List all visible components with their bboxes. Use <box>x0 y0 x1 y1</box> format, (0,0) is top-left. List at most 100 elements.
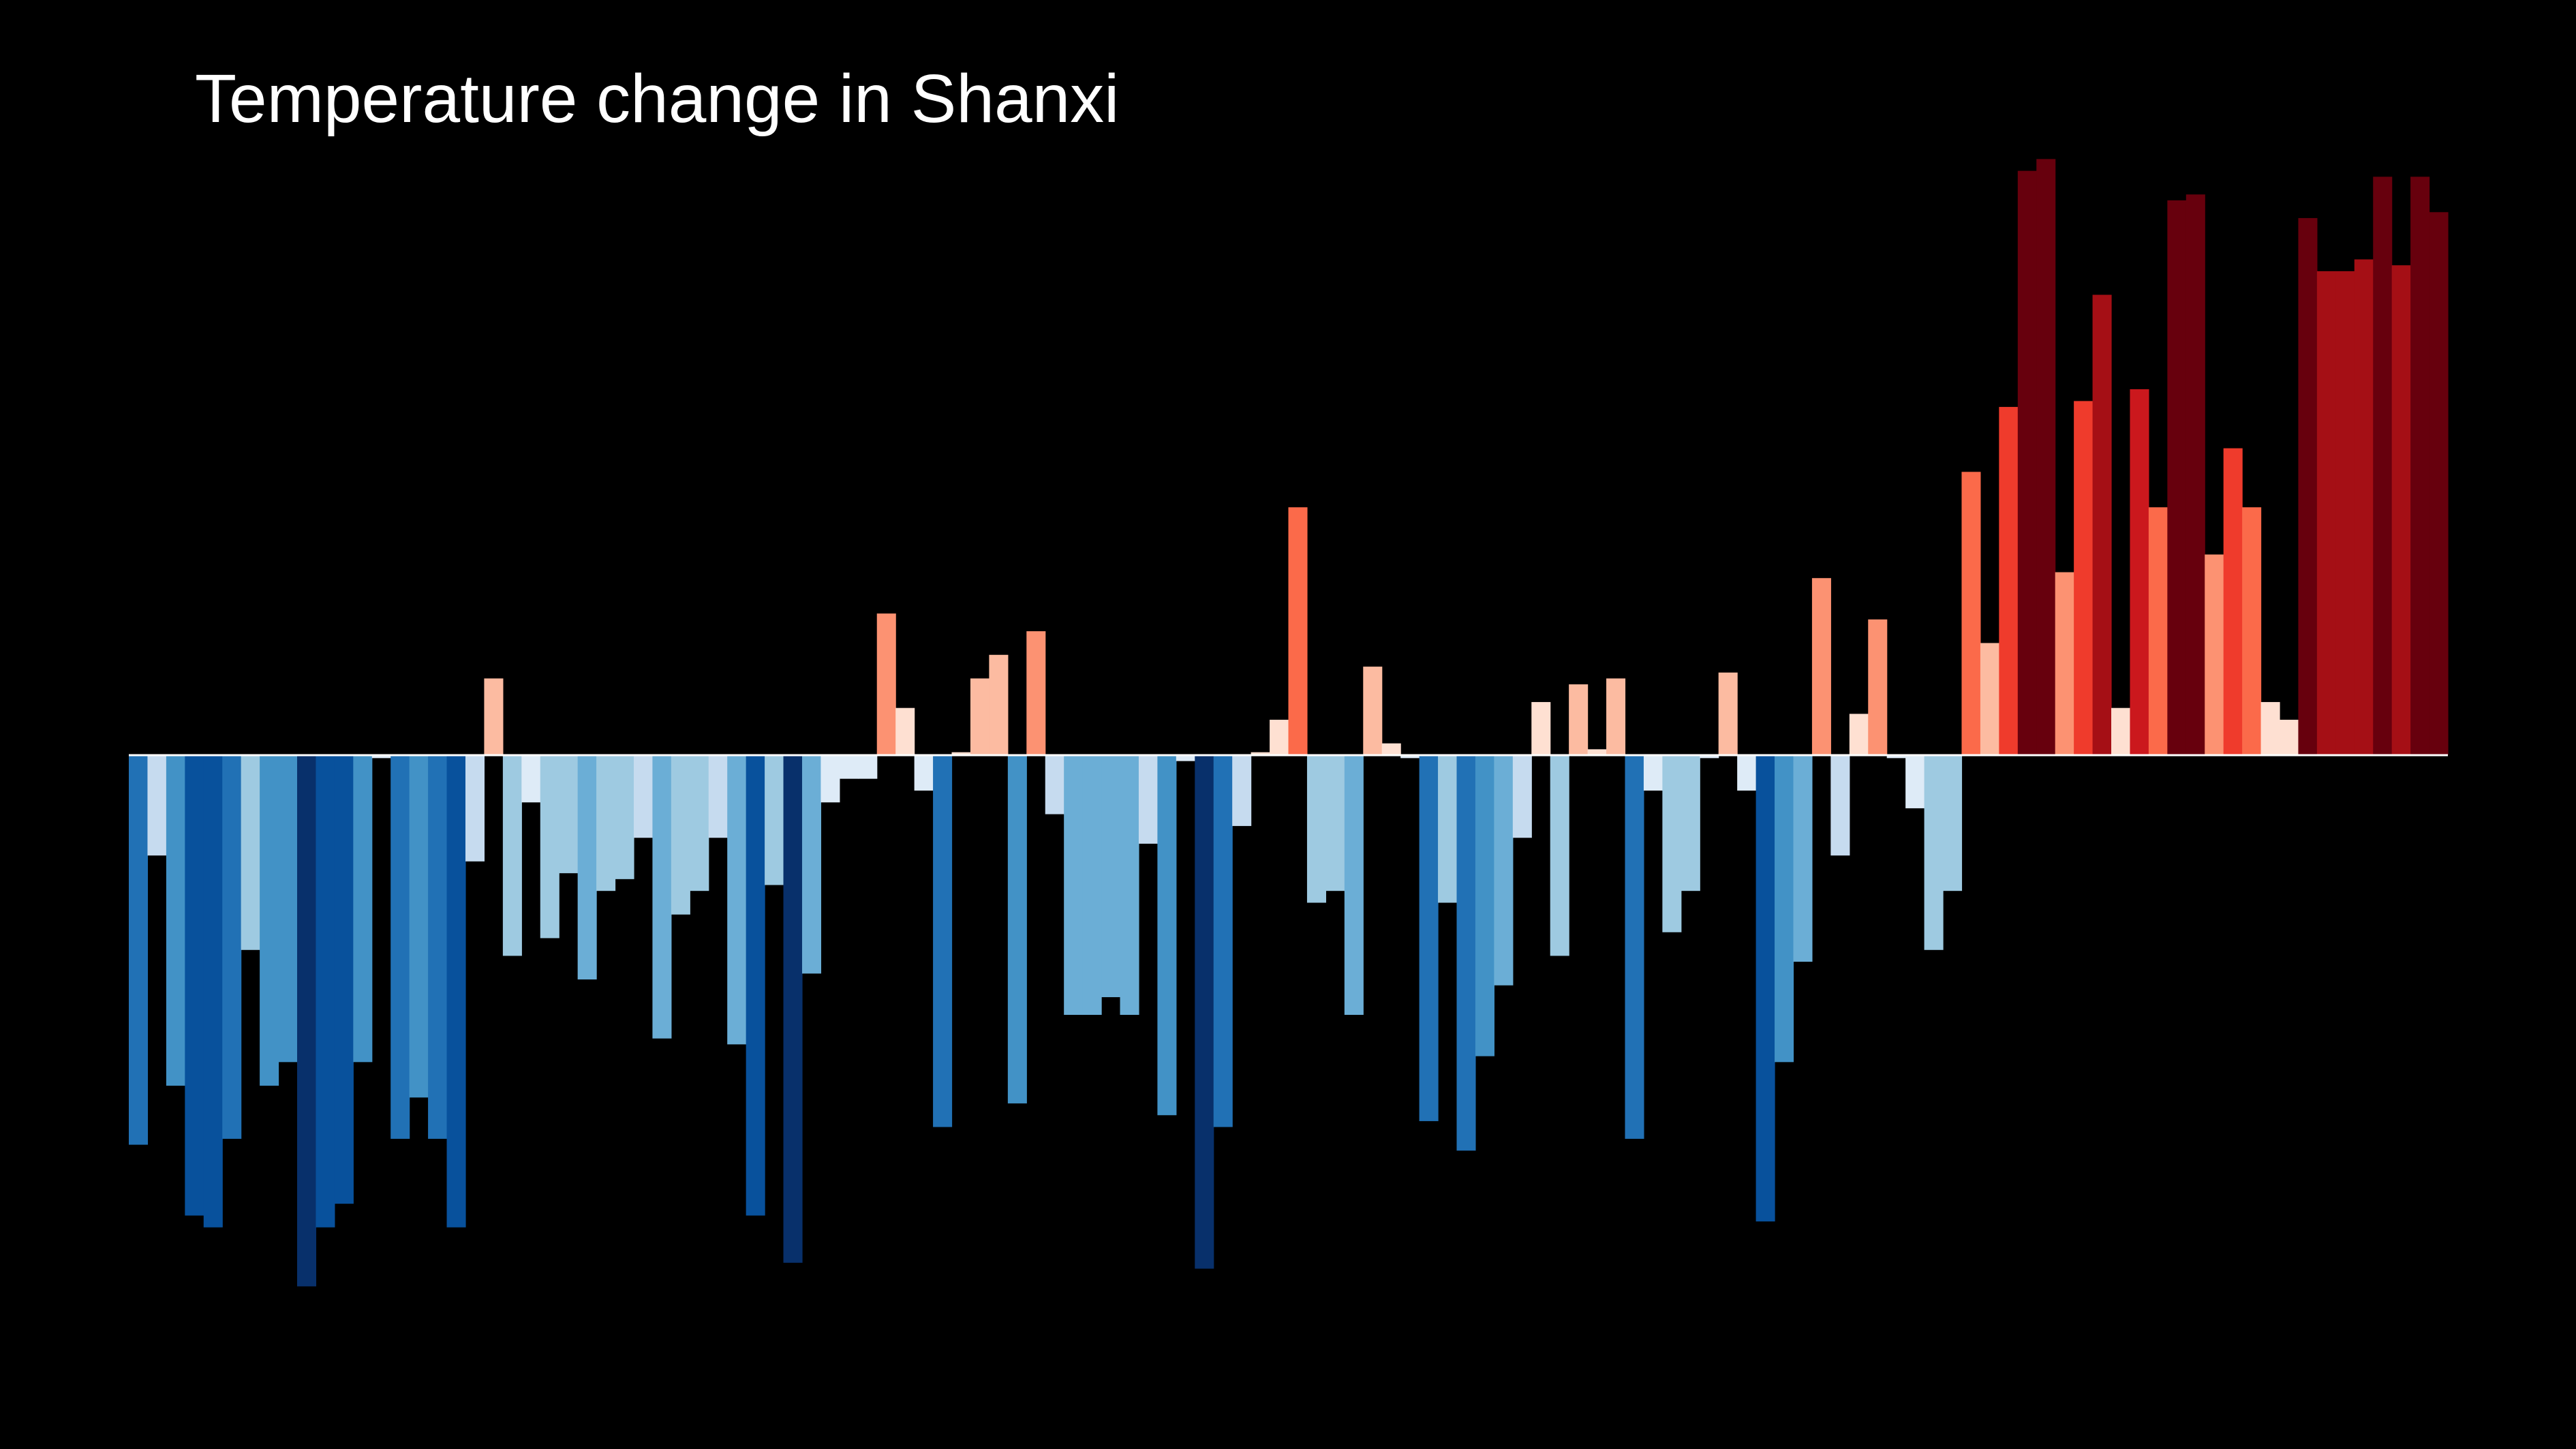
bar <box>409 755 429 1098</box>
bar <box>2092 294 2112 755</box>
bar <box>1662 755 1682 932</box>
bar <box>1064 755 1084 1016</box>
bar <box>1961 472 1981 755</box>
bar <box>2242 507 2262 755</box>
bar-group <box>129 159 2449 1287</box>
bar <box>278 755 298 1063</box>
bar <box>1288 507 1308 755</box>
bar <box>540 755 559 939</box>
bar <box>596 755 616 891</box>
bar <box>316 755 335 1227</box>
bar <box>801 755 822 974</box>
bar <box>783 755 803 1263</box>
bar <box>1905 755 1925 808</box>
bar <box>1587 749 1607 755</box>
bar <box>1213 755 1233 1127</box>
bar <box>652 755 672 1039</box>
bar <box>1999 407 2019 755</box>
bar <box>2298 217 2318 755</box>
bar <box>2111 707 2131 755</box>
bar <box>1363 667 1383 755</box>
bar <box>1419 755 1439 1121</box>
bar <box>428 755 448 1139</box>
bar <box>1176 755 1195 761</box>
bar <box>241 755 260 950</box>
bar <box>1101 755 1121 998</box>
bar <box>1550 755 1569 956</box>
bar <box>260 755 279 1086</box>
bar <box>446 755 466 1227</box>
bar <box>1082 755 1102 1016</box>
bar <box>1007 755 1027 1103</box>
bar <box>1569 684 1589 755</box>
bar <box>2074 401 2094 755</box>
bar <box>2148 507 2168 755</box>
bar <box>1138 755 1158 844</box>
bar <box>185 755 204 1216</box>
bar <box>2055 572 2074 755</box>
bar <box>2260 702 2280 755</box>
bar <box>2205 554 2224 755</box>
bar <box>1830 755 1850 856</box>
bar <box>1793 755 1813 962</box>
bar <box>2036 159 2056 756</box>
bar <box>2316 271 2336 755</box>
bar <box>671 755 690 915</box>
bar <box>1775 755 1794 1063</box>
bar <box>1512 755 1532 838</box>
bar <box>2186 194 2205 755</box>
bar <box>1531 702 1551 755</box>
bar <box>296 755 317 1287</box>
bar <box>371 755 391 759</box>
bar <box>1306 755 1326 903</box>
bar <box>1681 755 1700 891</box>
bar <box>615 755 634 879</box>
bar <box>2223 448 2243 755</box>
bar <box>147 755 167 856</box>
bar <box>1438 755 1458 903</box>
bar <box>839 755 859 779</box>
bar <box>1943 755 1963 891</box>
bar <box>2354 259 2374 755</box>
bar <box>1195 755 1214 1269</box>
bar <box>989 654 1009 755</box>
bar <box>1980 643 1999 755</box>
bar <box>895 707 915 755</box>
bar <box>203 755 223 1227</box>
bar <box>334 755 354 1204</box>
bar <box>2280 720 2299 755</box>
bar <box>1026 631 1046 755</box>
bar <box>633 755 654 838</box>
bar <box>2429 212 2449 755</box>
bar <box>1625 755 1644 1139</box>
bar <box>876 613 896 755</box>
bar <box>1456 755 1476 1151</box>
bar <box>2410 177 2430 755</box>
bar <box>1381 743 1401 755</box>
bar <box>2167 200 2187 756</box>
bar <box>914 755 934 791</box>
bar <box>222 755 242 1139</box>
bar <box>765 755 784 885</box>
bar <box>166 755 185 1086</box>
chart-title: Temperature change in Shanxi <box>195 61 1120 137</box>
bar <box>821 755 840 803</box>
bar <box>1494 755 1514 986</box>
bar <box>1157 755 1177 1116</box>
bar <box>1849 714 1869 755</box>
bar <box>2017 170 2037 755</box>
bar <box>1643 755 1663 791</box>
bar <box>1045 755 1064 814</box>
bar <box>1251 752 1270 755</box>
bar <box>1868 619 1888 755</box>
bar <box>1718 672 1738 755</box>
bar <box>727 755 747 1045</box>
bar <box>858 755 878 779</box>
bar <box>933 755 953 1127</box>
bar <box>502 755 522 956</box>
bar <box>521 755 541 803</box>
bar <box>1325 755 1345 891</box>
bar <box>2130 389 2149 755</box>
bar <box>465 755 485 861</box>
